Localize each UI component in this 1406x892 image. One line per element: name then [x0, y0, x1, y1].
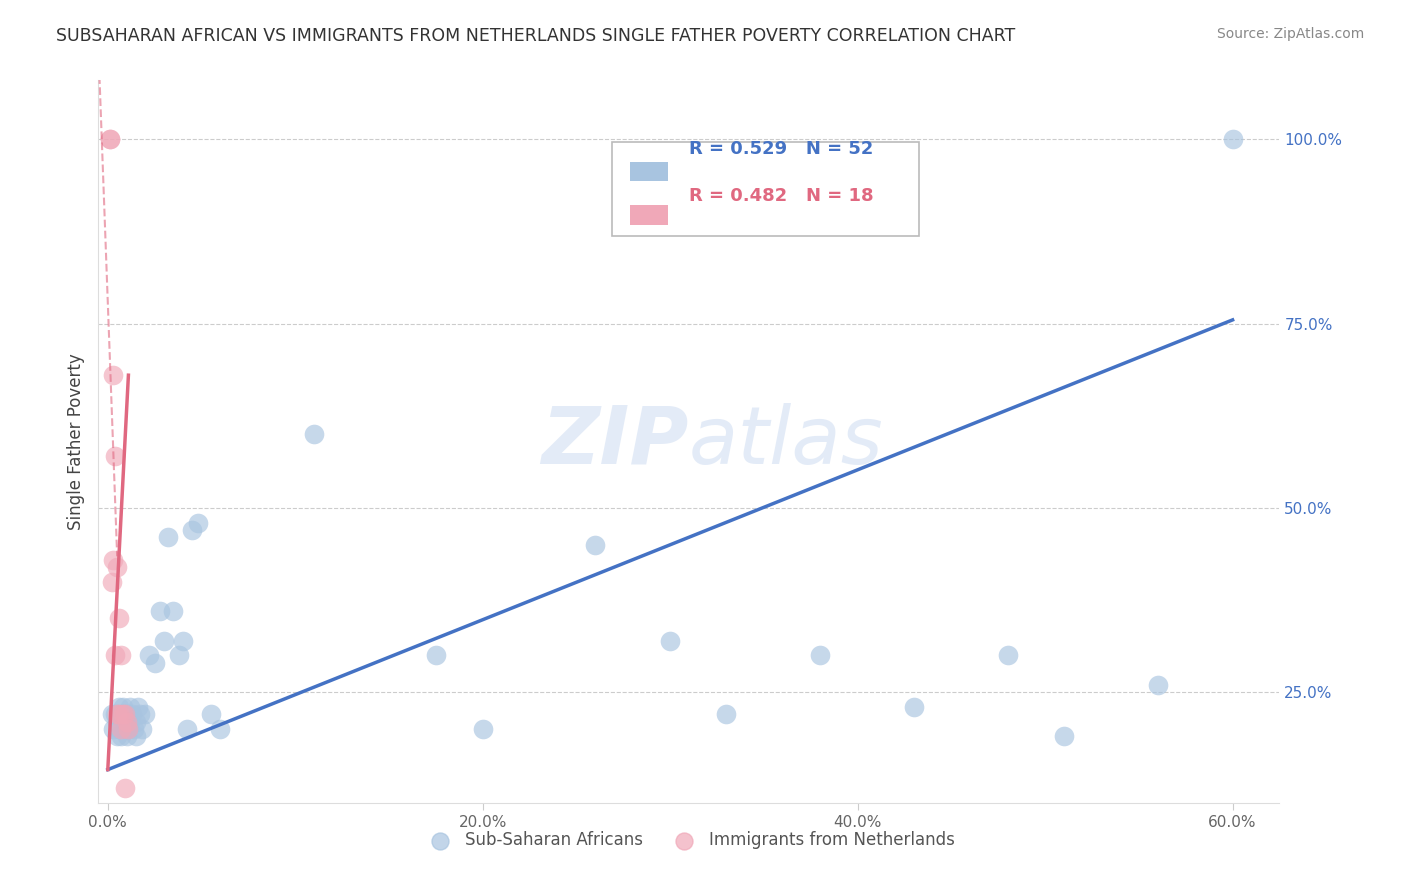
Point [108, 611, 131, 625]
Point [903, 700, 925, 714]
FancyBboxPatch shape [612, 142, 920, 235]
Point [302, 427, 325, 442]
Point [131, 722, 153, 736]
Point [583, 538, 606, 552]
Point [105, 730, 128, 744]
Point [100, 574, 122, 589]
Text: SUBSAHARAN AFRICAN VS IMMIGRANTS FROM NETHERLANDS SINGLE FATHER POVERTY CORRELAT: SUBSAHARAN AFRICAN VS IMMIGRANTS FROM NE… [56, 27, 1015, 45]
Point [997, 648, 1019, 663]
Point [110, 722, 132, 736]
Point [127, 700, 149, 714]
Point [153, 633, 176, 648]
Point [115, 730, 138, 744]
Point [111, 700, 134, 714]
Point [105, 707, 128, 722]
Text: atlas: atlas [689, 402, 884, 481]
Point [110, 707, 132, 722]
Point [110, 730, 132, 744]
Point [103, 552, 125, 566]
Text: Source: ZipAtlas.com: Source: ZipAtlas.com [1216, 27, 1364, 41]
Point [162, 604, 184, 618]
Point [1146, 678, 1168, 692]
Point [104, 450, 127, 464]
Point [1053, 730, 1076, 744]
Point [143, 656, 166, 670]
Point [181, 523, 204, 537]
Point [105, 714, 128, 729]
Point [114, 707, 136, 722]
Point [108, 700, 131, 714]
Point [120, 714, 142, 729]
Point [425, 648, 447, 663]
Point [471, 722, 494, 736]
Bar [630, 161, 668, 181]
Y-axis label: Single Father Poverty: Single Father Poverty [66, 353, 84, 530]
Point [187, 516, 209, 530]
Point [156, 530, 179, 544]
Point [1222, 132, 1244, 146]
Point [117, 707, 139, 722]
Point [808, 648, 831, 663]
Point [716, 707, 738, 722]
Point [103, 722, 125, 736]
Point [103, 368, 125, 383]
Point [128, 707, 150, 722]
Point [125, 714, 148, 729]
Point [200, 707, 222, 722]
Point [115, 714, 138, 729]
Point [114, 722, 136, 736]
Point [111, 714, 134, 729]
Point [117, 722, 139, 736]
Text: ZIP: ZIP [541, 402, 689, 481]
Point [114, 707, 136, 722]
Point [98, 132, 121, 146]
Point [100, 707, 122, 722]
Point [122, 722, 145, 736]
Point [104, 648, 127, 663]
Point [110, 648, 132, 663]
Point [121, 707, 143, 722]
Point [167, 648, 190, 663]
Point [117, 722, 139, 736]
Point [209, 722, 232, 736]
Point [108, 722, 131, 736]
Point [149, 604, 172, 618]
Point [172, 633, 194, 648]
Point [134, 707, 156, 722]
Text: R = 0.529   N = 52: R = 0.529 N = 52 [689, 140, 873, 158]
Point [138, 648, 160, 663]
Point [105, 560, 128, 574]
Point [108, 707, 131, 722]
Point [120, 700, 142, 714]
Point [98, 132, 121, 146]
Point [659, 633, 682, 648]
Point [114, 780, 136, 795]
Point [176, 722, 198, 736]
Point [111, 707, 134, 722]
Point [125, 730, 148, 744]
Legend: Sub-Saharan Africans, Immigrants from Netherlands: Sub-Saharan Africans, Immigrants from Ne… [416, 824, 962, 856]
Point [115, 714, 138, 729]
Bar [630, 205, 668, 225]
Point [104, 707, 127, 722]
Text: R = 0.482   N = 18: R = 0.482 N = 18 [689, 187, 873, 205]
